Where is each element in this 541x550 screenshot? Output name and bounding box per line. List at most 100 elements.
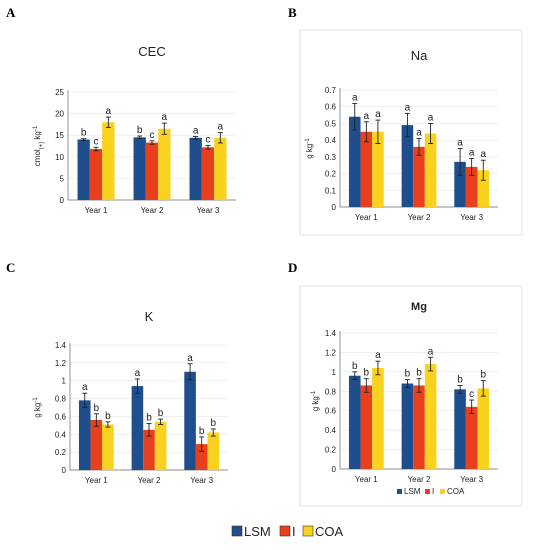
chart-mg-significance-letter: b — [364, 368, 370, 379]
chart-na-significance-letter: a — [457, 138, 463, 149]
chart-cec-bar-lsm — [189, 137, 202, 200]
chart-cec-ytick-label: 5 — [60, 174, 65, 183]
legend-small-label-coa: COA — [447, 487, 465, 496]
chart-cec-significance-letter: b — [137, 125, 143, 136]
panel-letter-d: D — [288, 260, 297, 275]
chart-k-significance-letter: b — [105, 411, 111, 422]
chart-k-ytick-label: 1 — [62, 377, 67, 386]
chart-cec-bar-i — [145, 142, 159, 200]
chart-na-significance-letter: a — [416, 127, 422, 138]
panel-letter-a: A — [6, 5, 16, 20]
chart-mg-ytick-label: 0.6 — [325, 407, 337, 416]
chart-k-ytick-label: 0 — [62, 466, 67, 475]
chart-na-category-label: Year 1 — [355, 213, 378, 222]
chart-cec-ytick-label: 10 — [55, 153, 64, 162]
chart-na-significance-letter: a — [428, 112, 434, 123]
chart-mg-significance-letter: b — [416, 368, 422, 379]
chart-k-bar-coa — [154, 421, 167, 470]
chart-k-significance-letter: a — [187, 353, 193, 364]
chart-cec-significance-letter: c — [206, 135, 211, 146]
chart-na-bar-lsm — [348, 116, 361, 207]
chart-k-bar-coa — [207, 432, 220, 470]
chart-na-category-label: Year 3 — [460, 213, 483, 222]
chart-na-ytick-label: 0.2 — [325, 170, 337, 179]
chart-na-y-axis-label: g kg-1 — [305, 138, 314, 159]
chart-cec-significance-letter: c — [94, 136, 99, 147]
chart-na-title: Na — [411, 48, 428, 63]
chart-mg-title: Mg — [411, 301, 427, 313]
chart-na-bar-lsm — [454, 161, 466, 207]
chart-mg-ytick-label: 0 — [332, 465, 337, 474]
chart-mg-bar-lsm — [348, 375, 361, 469]
chart-mg-bar-lsm — [401, 383, 414, 469]
panel-letter-b: B — [288, 5, 297, 20]
legend-label-i: I — [292, 524, 296, 539]
panel-d-frame — [299, 285, 523, 507]
chart-mg-bar-coa — [424, 364, 437, 469]
legend-small-swatch-lsm — [397, 489, 402, 494]
chart-k-ytick-label: 0.6 — [55, 412, 67, 421]
chart-cec-bar-lsm — [77, 139, 90, 200]
chart-na-ytick-label: 0.7 — [325, 86, 337, 95]
chart-mg-ytick-label: 1.2 — [325, 348, 337, 357]
chart-cec-bar-i — [89, 149, 103, 200]
chart-mg-category-label: Year 1 — [355, 475, 378, 484]
chart-na-bar-lsm — [401, 125, 414, 207]
chart-k-ytick-label: 1.2 — [55, 359, 67, 368]
chart-k-bar-lsm — [78, 400, 91, 470]
chart-cec-bar-coa — [102, 122, 115, 200]
legend-label-coa: COA — [315, 524, 344, 539]
chart-na-bar-i — [413, 146, 425, 207]
chart-mg-bar-i — [360, 385, 373, 469]
chart-na-category-label: Year 2 — [408, 213, 431, 222]
chart-na-bar-coa — [424, 133, 437, 207]
chart-cec-significance-letter: a — [106, 106, 112, 117]
chart-na-ytick-label: 0.3 — [325, 153, 337, 162]
chart-na-ytick-label: 0.4 — [325, 136, 337, 145]
chart-cec-significance-letter: a — [162, 112, 168, 123]
chart-mg-bar-i — [413, 385, 425, 469]
chart-k-bar-coa — [102, 424, 114, 470]
legend-swatch-coa — [302, 525, 314, 537]
chart-na-significance-letter: a — [469, 148, 475, 159]
chart-mg-ytick-label: 1 — [332, 368, 337, 377]
chart-mg-significance-letter: b — [480, 370, 486, 381]
chart-k-ytick-label: 0.8 — [55, 395, 67, 404]
chart-k-significance-letter: b — [210, 418, 216, 429]
chart-na-ytick-label: 0 — [332, 203, 337, 212]
chart-cec-category-label: Year 2 — [141, 206, 164, 215]
chart-k-significance-letter: b — [94, 403, 100, 414]
chart-cec-significance-letter: a — [193, 125, 199, 136]
chart-cec-bar-lsm — [133, 137, 146, 200]
chart-cec-significance-letter: b — [81, 128, 87, 139]
chart-k-bar-lsm — [184, 371, 196, 470]
chart-na-ytick-label: 0.5 — [325, 119, 337, 128]
legend-main: LSM I COA — [231, 524, 344, 539]
chart-na-significance-letter: a — [480, 149, 486, 160]
chart-mg-bar-coa — [477, 388, 490, 469]
chart-mg-significance-letter: a — [375, 350, 381, 361]
chart-na-ytick-label: 0.6 — [325, 103, 337, 112]
chart-na-bar-coa — [477, 170, 490, 207]
legend-small: LSM I COA — [397, 487, 465, 496]
chart-cec-title: CEC — [138, 44, 165, 59]
chart-na-bar-i — [465, 166, 478, 207]
chart-na-significance-letter: a — [375, 109, 381, 120]
panel-b-frame — [299, 29, 523, 236]
chart-k-bar-i — [143, 429, 155, 470]
legend-label-lsm: LSM — [244, 524, 271, 539]
chart-k-significance-letter: a — [82, 382, 88, 393]
chart-k-bar-lsm — [131, 386, 144, 470]
chart-mg-bar-i — [465, 406, 478, 469]
legend-small-label-i: I — [432, 487, 434, 496]
chart-cec-bar-coa — [158, 128, 171, 200]
chart-cec-ytick-label: 25 — [55, 88, 64, 97]
legend-small-swatch-coa — [440, 489, 445, 494]
chart-k-bar-i — [90, 420, 103, 470]
chart-mg-category-label: Year 2 — [408, 475, 431, 484]
chart-cec-category-label: Year 1 — [85, 206, 108, 215]
chart-mg-ytick-label: 0.4 — [325, 426, 337, 435]
